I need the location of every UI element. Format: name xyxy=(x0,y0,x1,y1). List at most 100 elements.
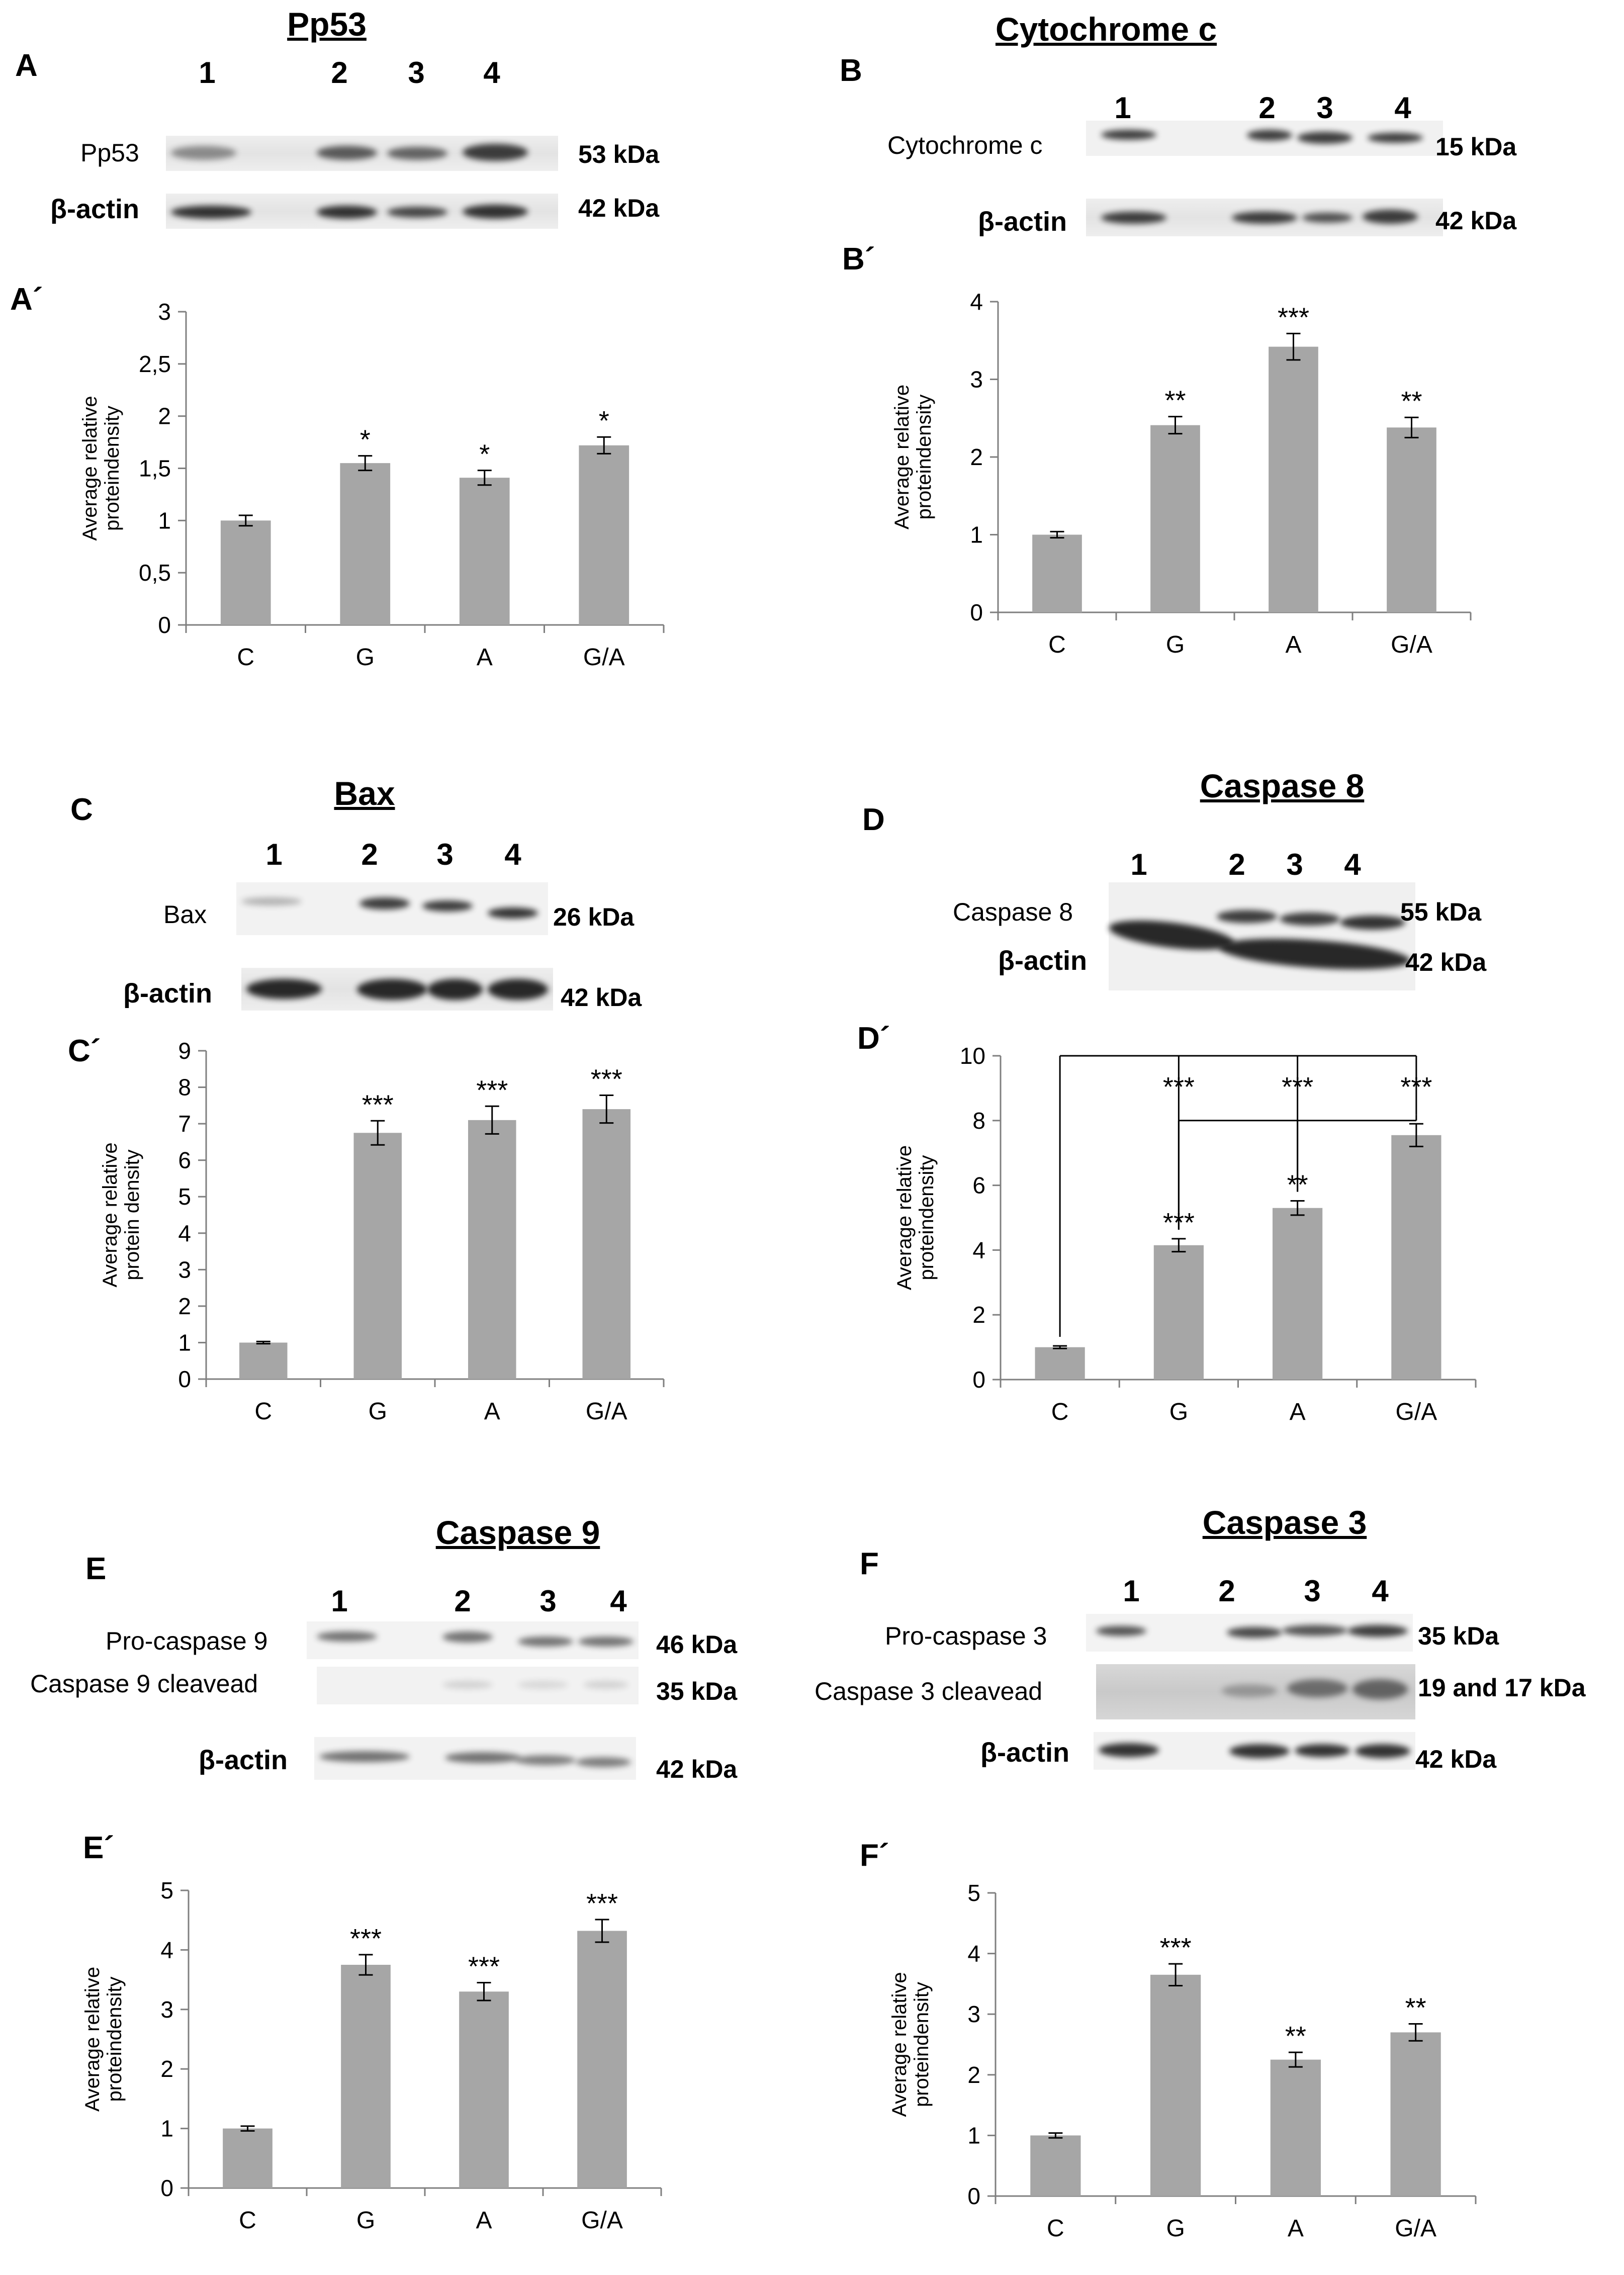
protein-band xyxy=(488,979,548,1000)
protein-band xyxy=(427,979,483,1000)
lane-number: 4 xyxy=(483,56,500,89)
protein-band xyxy=(246,979,322,999)
y-axis-label-line: Average relative xyxy=(888,1972,911,2117)
bar xyxy=(1270,2059,1321,2196)
blot-strip xyxy=(1096,1664,1415,1719)
protein-band xyxy=(442,1681,493,1689)
molecular-weight: 35 kDa xyxy=(1418,1622,1499,1650)
y-axis-label-line: Average relative xyxy=(99,1142,121,1287)
blot-letter: D xyxy=(862,802,885,837)
significance-label: *** xyxy=(1278,302,1309,332)
panel-title: Caspase 3 xyxy=(1202,1504,1367,1541)
x-tick-label: G/A xyxy=(583,644,625,671)
lane-number: 2 xyxy=(1218,1574,1235,1608)
protein-band xyxy=(518,1681,568,1689)
protein-band xyxy=(241,897,302,905)
protein-band xyxy=(317,206,377,219)
lane-number: 3 xyxy=(436,838,454,871)
bar xyxy=(1153,1245,1204,1380)
bar xyxy=(353,1133,402,1379)
significance-label: *** xyxy=(1160,1933,1192,1963)
protein-band xyxy=(1101,130,1156,140)
significance-label: *** xyxy=(476,1075,508,1105)
protein-band xyxy=(1227,1627,1282,1638)
y-tick-label: 4 xyxy=(160,1937,173,1963)
blot-row-label: β-actin xyxy=(123,978,212,1009)
y-tick-label: 6 xyxy=(972,1172,985,1199)
protein-band xyxy=(518,1636,573,1647)
molecular-weight: 42 kDa xyxy=(1415,1745,1497,1773)
protein-band xyxy=(1222,1684,1277,1697)
blot-strip xyxy=(1086,121,1443,156)
y-tick-label: 10 xyxy=(960,1043,985,1069)
y-tick-label: 0 xyxy=(970,599,983,625)
protein-band xyxy=(1282,1625,1347,1636)
y-tick-label: 2 xyxy=(967,2062,980,2088)
molecular-weight: 42 kDa xyxy=(578,194,660,222)
molecular-weight: 19 and 17 kDa xyxy=(1418,1674,1586,1702)
protein-band xyxy=(576,1757,631,1767)
bar xyxy=(1269,346,1318,612)
blot-strip xyxy=(1107,882,1415,990)
protein-band xyxy=(1302,213,1352,223)
y-axis-label-line: proteindensity xyxy=(101,406,123,531)
protein-band xyxy=(357,979,427,1000)
bar xyxy=(1390,2032,1441,2196)
y-tick-label: 0,5 xyxy=(139,560,171,586)
protein-band xyxy=(1096,1626,1146,1636)
x-tick-label: G xyxy=(356,644,375,671)
y-tick-label: 1 xyxy=(970,522,983,548)
blot-row-label: Bax xyxy=(163,900,207,929)
protein-band xyxy=(1101,212,1166,224)
y-tick-label: 0 xyxy=(178,1366,191,1392)
protein-band xyxy=(1287,1679,1347,1697)
protein-band xyxy=(1107,915,1236,956)
x-tick-label: G xyxy=(1166,2215,1185,2242)
bar xyxy=(223,2128,273,2188)
y-tick-label: 1 xyxy=(160,2116,173,2142)
blot-row-label: Pro-caspase 9 xyxy=(106,1627,268,1655)
y-axis-label-line: proteindensity xyxy=(104,1976,126,2102)
y-axis-label: Average relativeprotein density xyxy=(99,1142,143,1287)
molecular-weight: 42 kDa xyxy=(656,1755,738,1783)
lane-number: 1 xyxy=(199,56,216,89)
significance-label: * xyxy=(479,439,490,470)
protein-band xyxy=(1347,1625,1408,1637)
protein-band xyxy=(1217,910,1277,923)
x-tick-label: A xyxy=(1285,631,1301,658)
protein-band xyxy=(1355,1744,1410,1758)
molecular-weight: 55 kDa xyxy=(1400,898,1482,926)
bar xyxy=(239,1342,288,1379)
x-tick-label: G/A xyxy=(1395,2215,1436,2242)
protein-band xyxy=(387,147,447,160)
blot-letter: B xyxy=(840,53,862,88)
y-axis-label-line: Average relative xyxy=(81,1967,104,2112)
y-tick-label: 1 xyxy=(967,2122,980,2148)
panel-title: Pp53 xyxy=(287,6,367,43)
blot-strip xyxy=(166,136,558,171)
lane-number: 4 xyxy=(1394,91,1411,125)
bar xyxy=(341,1965,391,2188)
panel-title: Cytochrome c xyxy=(995,11,1217,48)
lane-number: 3 xyxy=(1316,91,1333,125)
y-axis-label-line: Average relative xyxy=(893,1145,916,1290)
y-tick-label: 5 xyxy=(160,1877,173,1903)
chart-letter: D´ xyxy=(857,1021,890,1056)
significance-label: ** xyxy=(1164,386,1186,416)
bar xyxy=(1387,427,1436,612)
lane-number: 1 xyxy=(1130,848,1147,881)
y-tick-label: 4 xyxy=(970,289,983,315)
lane-number: 4 xyxy=(1372,1574,1389,1608)
protein-band xyxy=(442,1631,493,1643)
blot-row-label: β-actin xyxy=(978,207,1067,237)
bar-chart: Average relativeprotein density 0 1 2 3 4 5 6 7 8… xyxy=(99,1038,665,1425)
significance-label: * xyxy=(360,425,371,455)
blot-row-label: Pro-caspase 3 xyxy=(885,1622,1047,1650)
molecular-weight: 15 kDa xyxy=(1435,133,1517,161)
molecular-weight: 35 kDa xyxy=(656,1677,738,1705)
x-tick-label: A xyxy=(484,1398,500,1425)
bar xyxy=(1391,1135,1441,1380)
blot-strip xyxy=(307,1621,639,1659)
y-axis-label-line: protein density xyxy=(121,1149,143,1280)
x-tick-label: A xyxy=(476,2207,492,2234)
